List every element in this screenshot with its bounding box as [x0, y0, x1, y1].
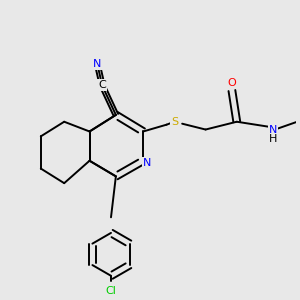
Text: O: O	[227, 78, 236, 88]
Text: S: S	[171, 117, 178, 127]
Text: C: C	[98, 80, 106, 90]
Text: N: N	[269, 124, 277, 134]
Text: N: N	[93, 59, 101, 69]
Text: Cl: Cl	[106, 286, 116, 296]
Text: N: N	[143, 158, 151, 168]
Text: H: H	[269, 134, 277, 144]
